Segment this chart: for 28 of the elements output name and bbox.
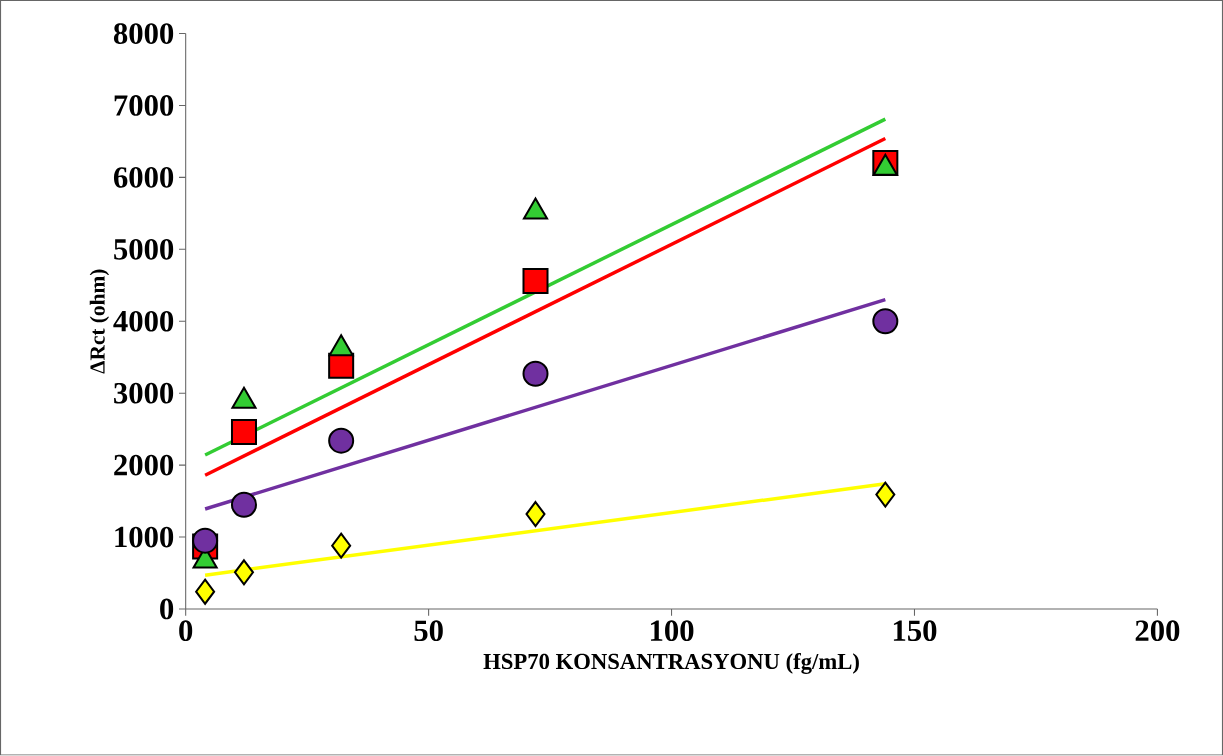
point — [875, 481, 896, 508]
y-tick-label: 3000 — [114, 383, 174, 404]
point — [331, 532, 352, 559]
y-tick-label: 2000 — [114, 454, 174, 476]
x-tick-label: 200 — [1135, 620, 1180, 642]
point — [872, 308, 899, 335]
point — [192, 527, 219, 554]
x-tick-label: 150 — [893, 620, 937, 642]
point — [525, 501, 546, 528]
x-tick-label: 100 — [650, 620, 694, 642]
point — [230, 491, 257, 518]
y-axis-title: ΔRct (ohm) — [89, 269, 110, 374]
y-tick-label: 5000 — [114, 239, 174, 260]
point — [522, 360, 549, 387]
x-tick-label: 0 — [179, 620, 193, 642]
y-tick-label: 8000 — [113, 23, 174, 45]
y-tick-label: 6000 — [113, 167, 174, 188]
y-tick-label: 1000 — [115, 526, 174, 548]
point — [230, 419, 257, 446]
point — [233, 559, 254, 586]
point — [328, 427, 355, 454]
y-tick-label: 7000 — [114, 95, 174, 117]
point — [195, 578, 216, 605]
x-axis-title: HSP70 KONSANTRASYONU (fg/mL) — [483, 653, 859, 675]
point — [522, 268, 549, 295]
y-tick-label: 4000 — [113, 311, 174, 332]
x-tick-label: 50 — [414, 620, 443, 642]
y-tick-label: 0 — [160, 598, 174, 620]
